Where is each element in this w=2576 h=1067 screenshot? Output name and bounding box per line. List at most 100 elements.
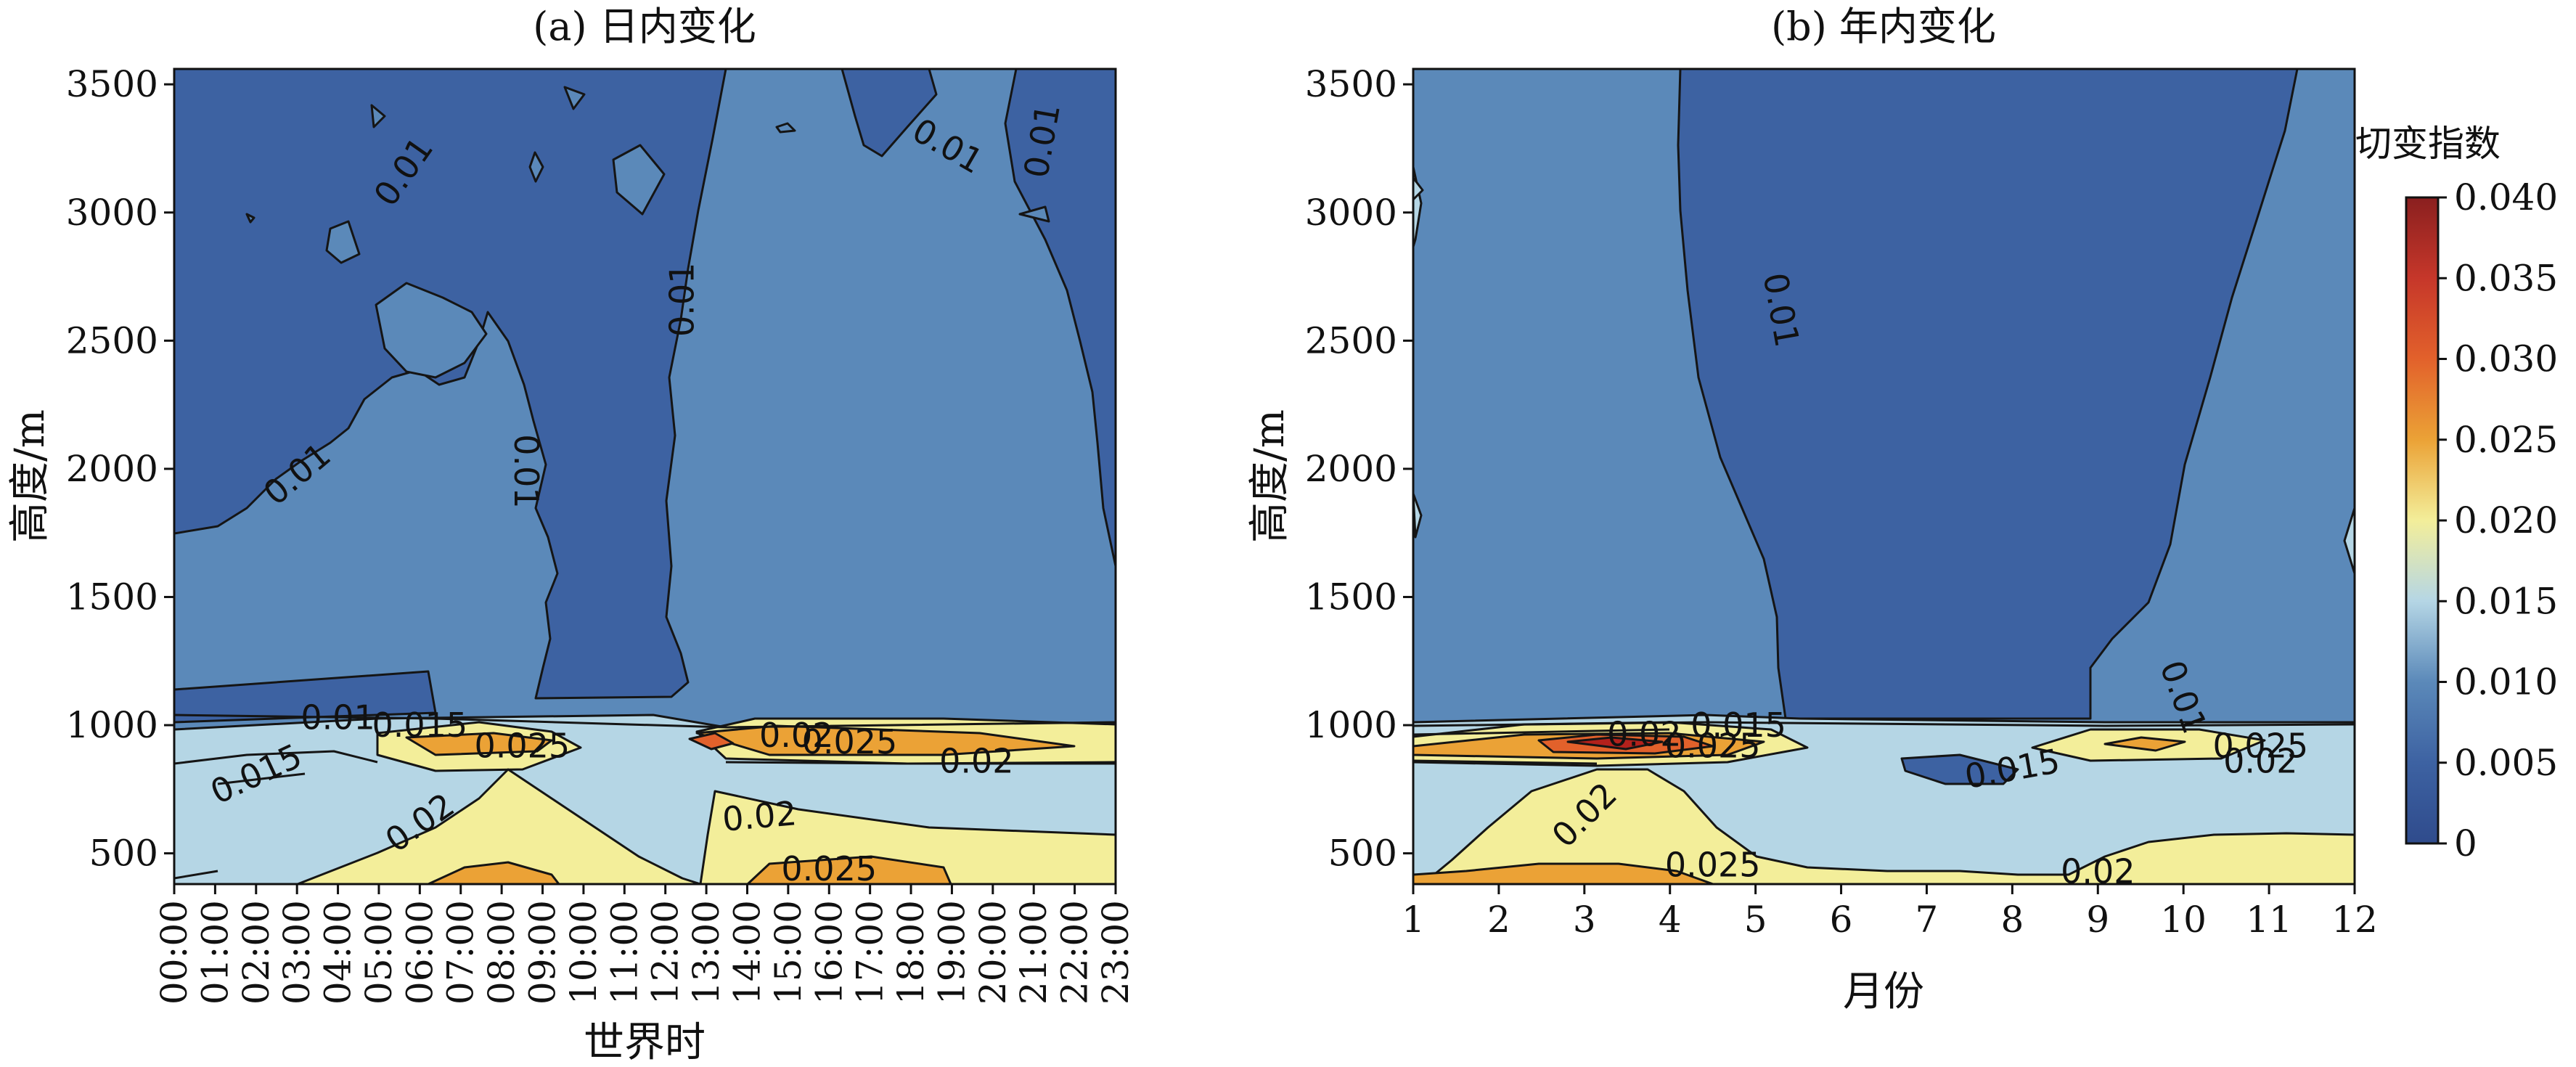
x-tick-label: 00:00: [153, 900, 195, 1005]
panel-a-x-axis-label: 世界时: [584, 1019, 706, 1066]
contour-label: 0.02: [2061, 851, 2135, 891]
contour-label: 0.02: [721, 793, 798, 839]
panel-a-low-region-right: [1004, 69, 1116, 568]
y-tick-label: 2500: [1305, 319, 1397, 361]
y-tick-label: 1000: [1305, 704, 1397, 746]
x-tick-label: 08:00: [481, 900, 523, 1005]
panel-a-contour-labels: 0.010.010.010.010.01 0.010.010.0150.0250.…: [205, 101, 1068, 888]
contour-label: 0.02: [1607, 714, 1681, 753]
contour-label: 0.02: [939, 741, 1013, 780]
colorbar-tick-label: 0.020: [2454, 499, 2558, 541]
y-tick-label: 3500: [1305, 63, 1397, 105]
x-tick-label: 01:00: [194, 900, 236, 1005]
colorbar-ticks: 0.040 0.035 0.030 0.025 0.020 0.015 0.010 0.005…: [2438, 176, 2558, 864]
x-tick-label: 22:00: [1054, 900, 1096, 1005]
colorbar-tick-label: 0.035: [2454, 257, 2558, 299]
x-tick-label: 2: [1487, 899, 1510, 941]
y-tick-label: 1000: [66, 704, 158, 746]
panel-a-mid-patch: [375, 282, 488, 379]
panel-b-x-ticks: 1 2 3 4 5 6 7 8 9 10 11 12: [1402, 884, 2378, 941]
x-tick-label: 6: [1830, 899, 1853, 941]
panel-a-y-axis-label: 高度/m: [7, 409, 54, 543]
panel-b: (b) 年内变化 1 2 3 4 5 6 7 8 9 10 11 12 500100015002000…: [1246, 4, 2378, 1015]
panel-b-contour-fill: [1413, 69, 2355, 884]
panel-a-upper-right-patch: [841, 69, 938, 158]
y-tick-label: 2500: [66, 319, 158, 361]
x-tick-label: 07:00: [440, 900, 482, 1005]
x-tick-label: 12:00: [645, 900, 687, 1005]
x-tick-label: 15:00: [767, 900, 809, 1005]
panel-a-cavity-4: [563, 86, 586, 110]
colorbar-tick-label: 0: [2454, 822, 2477, 864]
x-tick-label: 13:00: [685, 900, 727, 1005]
panel-a-cavity-2: [325, 220, 361, 264]
colorbar-tick-label: 0.040: [2454, 176, 2558, 218]
panel-a-cavity-1: [612, 144, 666, 216]
x-tick-label: 14:00: [726, 900, 768, 1005]
panel-b-orange-lower: [1413, 862, 1714, 884]
x-tick-label: 03:00: [276, 900, 318, 1005]
contour-label: 0.01: [662, 263, 701, 337]
panel-a-lower-low-band: [174, 670, 437, 724]
panel-b-darkred-core: [1566, 736, 1664, 751]
panel-a-cavity-5: [528, 151, 544, 183]
panel-b-low-region: [1677, 69, 2299, 720]
x-tick-label: 18:00: [890, 900, 932, 1005]
panel-a-low-region-left: [174, 69, 727, 700]
panel-b-top-left-nick: [1413, 176, 1424, 201]
x-tick-label: 19:00: [931, 900, 973, 1005]
panel-a-cavity-7: [1018, 205, 1050, 223]
x-tick-label: 9: [2086, 899, 2109, 941]
panel-a-contour-fill: [174, 69, 1116, 884]
panel-a-title: (a) 日内变化: [533, 4, 756, 49]
x-tick-label: 7: [1915, 899, 1939, 941]
x-tick-label: 11:00: [603, 900, 645, 1005]
x-tick-label: 10: [2160, 899, 2207, 941]
contour-label: 0.025: [2212, 726, 2308, 765]
x-tick-label: 10:00: [563, 900, 605, 1005]
panel-a-contour-lines: [174, 714, 1116, 880]
contour-label: 0.01: [507, 434, 546, 508]
panel-b-plot-frame: [1412, 68, 2356, 886]
panel-a-orange-left: [405, 732, 553, 756]
contour-label: 0.02: [759, 716, 833, 755]
y-tick-label: 2000: [66, 448, 158, 490]
contour-label: 0.015: [372, 706, 467, 745]
x-tick-label: 02:00: [235, 900, 277, 1005]
y-tick-label: 1500: [1305, 576, 1397, 618]
x-tick-label: 16:00: [808, 900, 850, 1005]
colorbar-tick-label: 0.010: [2454, 661, 2558, 703]
x-tick-label: 3: [1573, 899, 1596, 941]
y-tick-label: 3500: [66, 63, 158, 105]
y-tick-label: 2000: [1305, 448, 1397, 490]
panel-a-y-ticks: 500 1000 1500 2000 2500 3000 3500: [66, 63, 174, 875]
x-tick-label: 06:00: [398, 900, 441, 1005]
contour-label: 0.025: [474, 726, 570, 765]
y-tick-label: 500: [1328, 833, 1397, 875]
x-tick-label: 09:00: [522, 900, 564, 1005]
panel-a-cavity-6: [775, 122, 796, 134]
colorbar-tick-label: 0.030: [2454, 338, 2558, 380]
panel-a-yellow-lower: [296, 768, 1116, 884]
x-tick-label: 17:00: [849, 900, 891, 1005]
panel-a-cavity-3: [370, 104, 386, 128]
panel-a-cavity-8: [245, 213, 255, 224]
x-tick-label: 05:00: [358, 900, 400, 1005]
x-tick-label: 23:00: [1095, 900, 1137, 1005]
panel-b-small-low-patch: [1900, 753, 2019, 785]
y-tick-label: 3000: [1305, 192, 1397, 234]
panel-b-y-ticks: 500 1000 1500 2000 2500 3000 3500: [1305, 63, 1413, 875]
panel-b-yellow-lower: [1421, 768, 2355, 884]
x-tick-label: 1: [1402, 899, 1425, 941]
panel-b-title: (b) 年内变化: [1771, 4, 1996, 49]
contour-label: 0.025: [781, 849, 877, 888]
x-tick-label: 5: [1744, 899, 1767, 941]
x-tick-label: 11: [2246, 899, 2292, 941]
colorbar-tick-label: 0.025: [2454, 419, 2558, 461]
colorbar: 切变指数 0.040 0.035 0.030 0.025 0.020 0.015 0.010…: [2355, 123, 2558, 864]
panel-b-contour-lines: [1413, 721, 2355, 765]
panel-b-right-edge-patch: [2343, 507, 2355, 575]
panel-b-x-axis-label: 月份: [1843, 968, 1924, 1015]
